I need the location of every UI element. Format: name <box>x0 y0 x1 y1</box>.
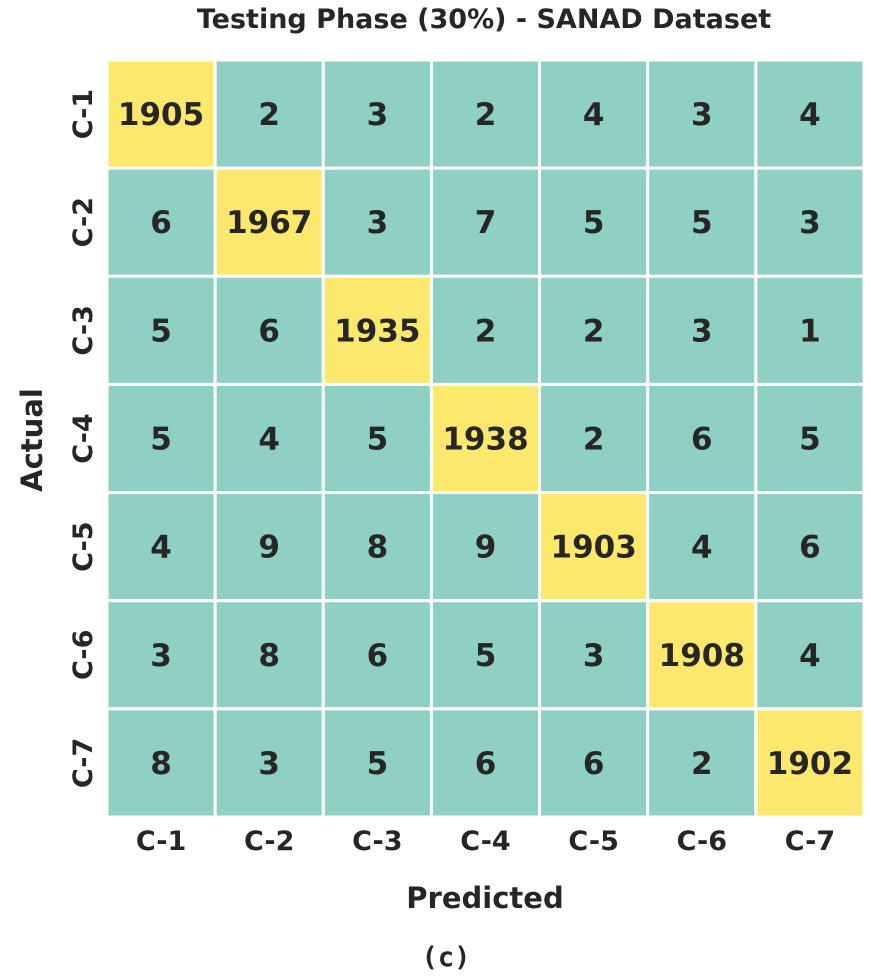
cell-value-label: 6 <box>475 746 497 782</box>
heatmap-cell <box>538 707 650 819</box>
x-tick-label: C-5 <box>568 826 618 857</box>
heatmap-cell <box>646 707 758 819</box>
heatmap-cell <box>646 274 758 386</box>
cell-value-label: 2 <box>691 746 713 782</box>
heatmap-cell <box>754 274 866 386</box>
cell-value-label: 1938 <box>442 422 528 458</box>
x-tick-label: C-2 <box>244 826 294 857</box>
cell-value-label: 4 <box>691 530 713 566</box>
cell-value-label: 4 <box>150 530 172 566</box>
cell-value-label: 5 <box>799 422 821 458</box>
cell-value-label: 3 <box>150 638 172 674</box>
cell-value-label: 7 <box>475 205 497 241</box>
y-tick-label: C-7 <box>68 738 99 788</box>
heatmap-cell <box>754 382 866 495</box>
cell-value-label: 9 <box>258 530 280 566</box>
heatmap-cell <box>105 599 217 711</box>
heatmap-cell <box>105 58 217 170</box>
cell-value-label: 6 <box>258 313 280 349</box>
cell-value-label: 6 <box>367 638 389 674</box>
heatmap-cell <box>646 382 758 495</box>
cell-value-label: 2 <box>583 313 605 349</box>
heatmap-cell <box>429 707 542 819</box>
cell-value-label: 4 <box>583 97 605 133</box>
cell-value-label: 1902 <box>767 746 853 782</box>
heatmap-cell <box>213 58 325 170</box>
y-tick-labels: C-1 C-2 C-3 C-4 C-5 C-6 C-7 <box>68 89 99 788</box>
heatmap-cell <box>646 58 758 170</box>
cell-value-label: 5 <box>367 746 389 782</box>
x-axis-label: Predicted <box>406 881 563 915</box>
y-tick-label: C-2 <box>68 197 99 247</box>
y-tick-label: C-1 <box>68 89 99 139</box>
cell-value-label: 5 <box>583 205 605 241</box>
x-tick-label: C-7 <box>785 826 835 857</box>
cell-value-label: 3 <box>799 205 821 241</box>
y-tick-label: C-3 <box>68 305 99 355</box>
cell-value-label: 9 <box>475 530 497 566</box>
heatmap-cell <box>321 707 433 819</box>
cell-value-label: 5 <box>367 422 389 458</box>
cell-value-label: 8 <box>150 746 172 782</box>
y-tick-label: C-6 <box>68 630 99 680</box>
cell-value-label: 6 <box>583 746 605 782</box>
heatmap-cell <box>213 274 325 386</box>
heatmap-cell <box>321 166 433 278</box>
heatmap-cell <box>429 274 542 386</box>
heatmap-cell <box>105 166 217 278</box>
cell-value-label: 1967 <box>226 205 312 241</box>
heatmap-cell <box>754 707 866 819</box>
cell-value-label: 5 <box>150 422 172 458</box>
heatmap-cells <box>105 58 866 819</box>
cell-value-label: 5 <box>691 205 713 241</box>
cell-value-label: 3 <box>367 97 389 133</box>
cell-value-label: 3 <box>691 313 713 349</box>
heatmap-cell <box>105 382 217 495</box>
heatmap-cell <box>538 166 650 278</box>
cell-value-label: 1905 <box>118 97 204 133</box>
cell-value-label: 8 <box>367 530 389 566</box>
x-tick-label: C-3 <box>352 826 402 857</box>
cell-value-label: 1903 <box>551 530 637 566</box>
x-tick-label: C-1 <box>136 826 186 857</box>
cell-value-label: 3 <box>258 746 280 782</box>
y-axis-label: Actual <box>15 388 49 492</box>
cell-value-label: 6 <box>799 530 821 566</box>
cell-value-label: 2 <box>258 97 280 133</box>
cell-value-label: 6 <box>150 205 172 241</box>
cell-value-label: 5 <box>150 313 172 349</box>
cell-value-label: 4 <box>799 97 821 133</box>
cell-value-label: 2 <box>475 97 497 133</box>
heatmap-cell <box>213 599 325 711</box>
cell-value-label: 3 <box>691 97 713 133</box>
cell-value-label: 1 <box>799 313 821 349</box>
cell-value-label: 2 <box>583 422 605 458</box>
chart-title: Testing Phase (30%) - SANAD Dataset <box>197 4 771 35</box>
cell-value-label: 6 <box>691 422 713 458</box>
cell-value-label: 4 <box>799 638 821 674</box>
x-tick-label: C-4 <box>460 826 510 857</box>
cell-value-label: 3 <box>367 205 389 241</box>
heatmap-cell <box>213 382 325 495</box>
x-tick-labels: C-1 C-2 C-3 C-4 C-5 C-6 C-7 <box>136 826 835 857</box>
y-tick-label: C-4 <box>68 413 99 463</box>
cell-value-label: 3 <box>583 638 605 674</box>
figure-caption: (c) <box>422 942 471 973</box>
x-tick-label: C-6 <box>677 826 727 857</box>
heatmap-cell <box>105 491 217 603</box>
heatmap-cell <box>538 274 650 386</box>
cell-value-label: 1935 <box>334 313 420 349</box>
cell-value-label: 5 <box>475 638 497 674</box>
cell-value-label: 4 <box>258 422 280 458</box>
heatmap-cell-labels: 1905 2 3 2 4 3 4 6 1967 3 7 5 5 3 5 6 1935 2 2 3 1 5 4 5 1938 2 6 5… <box>118 97 853 782</box>
y-tick-label: C-5 <box>68 521 99 571</box>
cell-value-label: 8 <box>258 638 280 674</box>
heatmap-cell <box>754 166 866 278</box>
heatmap-cell <box>754 599 866 711</box>
heatmap-cell <box>321 274 433 386</box>
cell-value-label: 1908 <box>659 638 745 674</box>
cell-value-label: 2 <box>475 313 497 349</box>
heatmap-cell <box>321 491 433 603</box>
